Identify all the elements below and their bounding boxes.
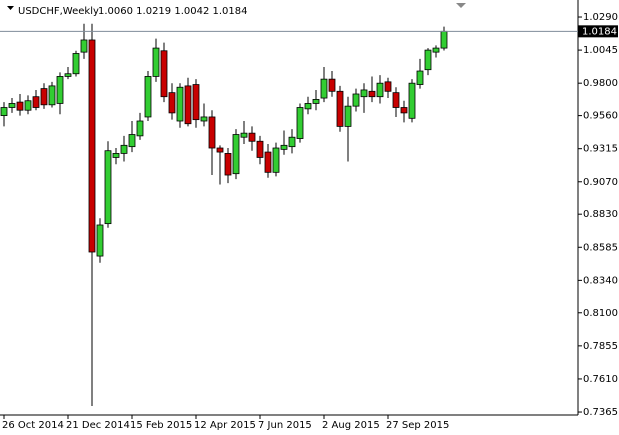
x-tick-label: 7 Jun 2015 [258,420,312,431]
candle-body [0,107,8,117]
candle-body [240,132,248,138]
x-tick-label: 12 Apr 2015 [194,420,256,431]
candle-body [392,92,400,108]
y-tick-label: 1.0045 [583,45,618,56]
y-tick-label: 0.8585 [583,242,618,253]
candle-body [336,90,344,127]
candle-body [216,147,224,153]
candle-body [152,47,160,77]
candle-body [360,89,368,98]
x-tick-label: 15 Feb 2015 [130,420,192,431]
y-tick-label: 0.8830 [583,209,618,220]
x-tick-label: 2 Aug 2015 [322,420,380,431]
y-tick-label: 0.9560 [583,111,618,122]
candle-body [136,120,144,137]
y-tick-label: 0.9315 [583,144,618,155]
candle-body [352,93,360,107]
candle-body [296,107,304,139]
candle-body [272,147,280,173]
candle-body [112,153,120,158]
y-tick-label: 1.0290 [583,12,618,23]
candle-body [40,88,48,106]
candle-body [368,90,376,98]
candle-body [440,30,448,49]
candle-body [208,116,216,149]
y-tick-label: 0.8340 [583,275,618,286]
candle-body [384,81,392,92]
candle-body [304,103,312,110]
candle-body [128,134,136,148]
candle-body [248,132,256,142]
y-tick-label: 0.8100 [583,308,618,319]
candle-body [160,50,168,98]
y-tick-label: 0.7610 [583,374,618,385]
candle-body [64,73,72,77]
last-price-label: 1.0184 [582,26,617,37]
candle-body [120,144,128,154]
candle-body [288,136,296,148]
candle-body [24,100,32,111]
last-price-box [578,25,618,38]
candle-body [200,116,208,122]
candle-body [88,39,96,253]
candle-body [176,86,184,122]
x-tick-label: 21 Dec 2014 [66,420,130,431]
candle-body [16,101,24,111]
candle-body [432,47,440,53]
candle-body [8,103,16,108]
candle-body [408,82,416,119]
candle-body [400,107,408,114]
y-tick-label: 0.7855 [583,341,618,352]
candle-body [264,151,272,173]
y-tick-label: 0.9070 [583,177,618,188]
candle-body [344,105,352,127]
ohlc-info: 1.0060 1.0219 1.0042 1.0184 [98,6,248,17]
candle-body [416,70,424,85]
x-tick-label: 26 Oct 2014 [2,420,64,431]
candle-body [256,140,264,158]
shift-marker[interactable] [456,3,466,8]
candle-body [192,84,200,121]
candle-body [224,153,232,176]
candle-body [32,96,40,108]
candle-body [96,224,104,257]
candle-body [80,39,88,53]
x-tick-label: 27 Sep 2015 [386,420,449,431]
candle-body [280,144,288,150]
candle-body [328,78,336,92]
candle-body [56,76,64,104]
candle-body [232,134,240,175]
menu-arrow[interactable] [7,6,14,10]
candle-body [376,82,384,98]
candle-body [72,53,80,75]
y-tick-label: 0.9800 [583,78,618,89]
candle-body [48,85,56,106]
candle-body [144,76,152,118]
chart-title: USDCHF,Weekly [18,6,99,17]
y-tick-label: 0.7365 [583,407,618,418]
candle-body [104,150,112,225]
candle-body [184,85,192,125]
candle-body [168,92,176,114]
candle-body [320,78,328,99]
candle-body [312,98,320,104]
candle-body [424,49,432,71]
